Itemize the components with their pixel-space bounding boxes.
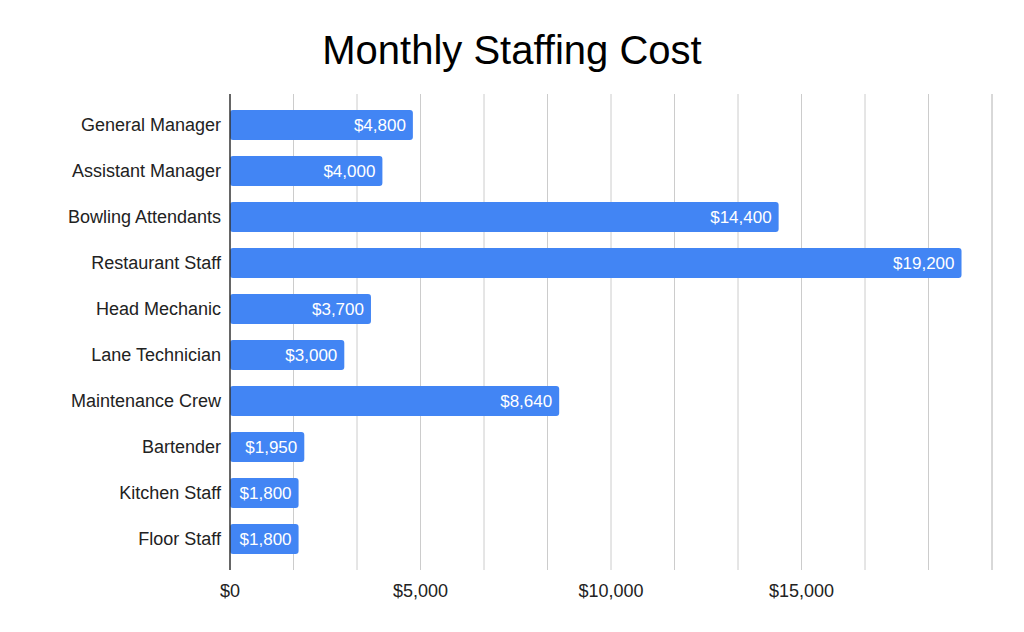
data-label: $19,200 [893,254,954,273]
category-label: Head Mechanic [96,299,221,319]
axis-line [229,94,231,570]
data-label: $3,000 [285,346,337,365]
grid-line [611,94,612,570]
minor-grid-line [547,94,548,570]
bar [230,110,413,140]
category-label: Maintenance Crew [71,391,222,411]
bar [230,156,382,186]
category-label: Kitchen Staff [119,483,222,503]
chart: Monthly Staffing Cost $0 $5,000 $10,000 $15,… [0,0,1024,632]
category-label: Restaurant Staff [91,253,222,273]
tick-label: $0 [220,581,240,601]
bars [230,110,962,554]
bar [230,340,344,370]
range-end-line [992,94,993,570]
data-label: $8,640 [500,392,552,411]
bar [230,478,299,508]
bar [230,432,304,462]
bar [230,524,299,554]
data-labels: $4,800 $4,000 $14,400 $19,200 $3,700 $3,000 $8… [240,116,955,549]
bar [230,386,559,416]
data-label: $3,700 [312,300,364,319]
category-label: Assistant Manager [72,161,221,181]
data-label: $1,950 [245,438,297,457]
tick-label: $10,000 [578,581,643,601]
bar [230,248,962,278]
data-label: $4,000 [323,162,375,181]
bar [230,202,779,232]
data-label: $4,800 [354,116,406,135]
data-label: $1,800 [240,484,292,503]
category-label: Bowling Attendants [68,207,221,227]
minor-grid-line [992,94,993,570]
grid [294,94,993,570]
tick-label: $15,000 [769,581,834,601]
minor-grid-line [738,94,739,570]
category-label: Lane Technician [91,345,221,365]
minor-grid-line [928,94,929,570]
minor-grid-line [674,94,675,570]
data-label: $14,400 [710,208,771,227]
category-label: Bartender [142,437,221,457]
grid-line [420,94,421,570]
category-label: General Manager [81,115,221,135]
tick-label: $5,000 [393,581,448,601]
title: Monthly Staffing Cost [322,28,701,72]
grid-line [801,94,802,570]
minor-grid-line [484,94,485,570]
bar [230,294,371,324]
data-label: $1,800 [240,530,292,549]
minor-grid-line [865,94,866,570]
category-label: Floor Staff [138,529,222,549]
